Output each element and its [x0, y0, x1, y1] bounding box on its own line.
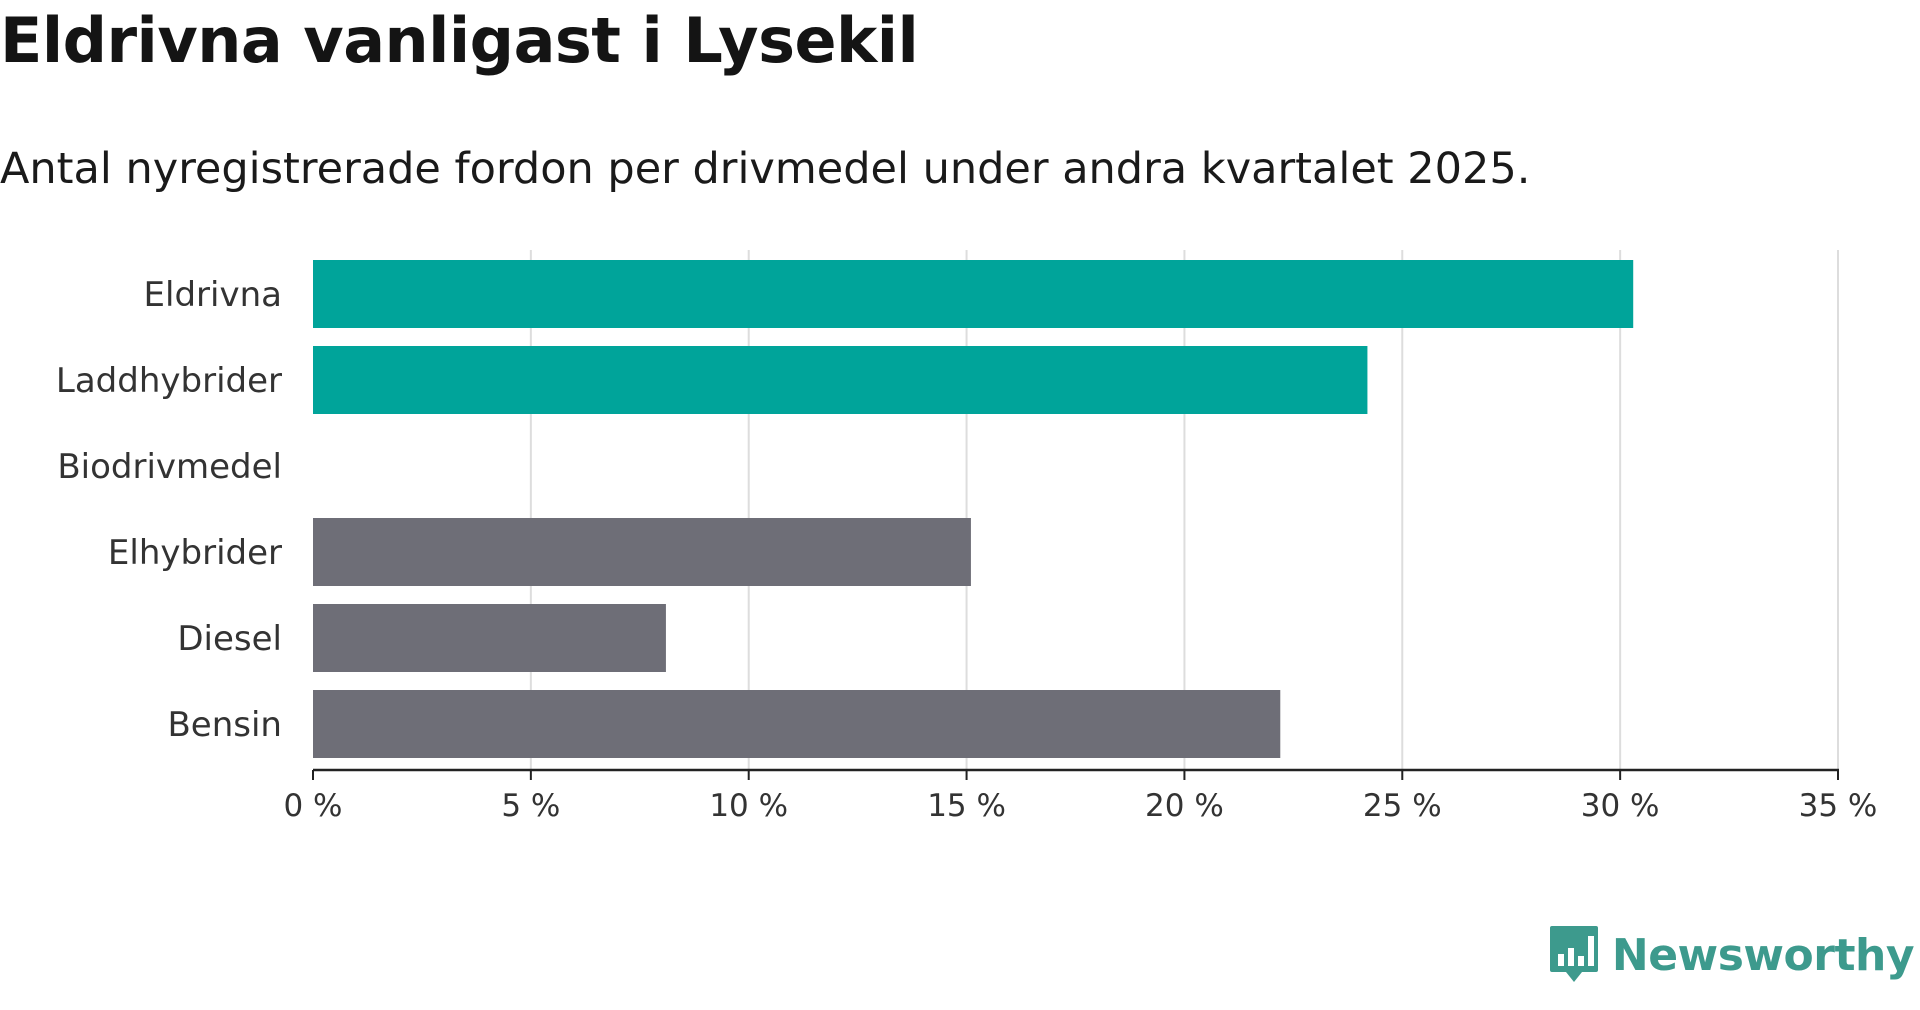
category-label: Biodrivmedel: [57, 447, 282, 487]
x-tick-label: 30 %: [1581, 788, 1660, 824]
gridlines: [529, 250, 1839, 770]
bar-eldrivna: [313, 260, 1634, 328]
category-label: Laddhybrider: [56, 361, 282, 401]
category-labels: Eldrivna Laddhybrider Biodrivmedel Elhybrid…: [56, 275, 282, 745]
x-tick-label: 0 %: [283, 788, 342, 824]
brand-name: Newsworthy: [1611, 929, 1915, 981]
x-axis: 0 % 5 % 10 % 15 % 20 % 25 % 30 % 35 %: [283, 768, 1878, 824]
bars: [313, 260, 1634, 758]
bar-laddhybrider: [313, 346, 1368, 414]
x-tick-label: 5 %: [501, 788, 560, 824]
brand-logo: Newsworthy: [1548, 924, 1915, 986]
category-label: Elhybrider: [108, 533, 282, 573]
chart-subtitle: Antal nyregistrerade fordon per drivmede…: [0, 144, 1531, 194]
newsworthy-logo-icon: [1548, 924, 1600, 986]
category-label: Bensin: [167, 705, 282, 745]
x-tick-label: 15 %: [927, 788, 1006, 824]
bar-diesel: [313, 604, 666, 672]
category-label: Eldrivna: [144, 275, 282, 315]
x-tick-label: 10 %: [709, 788, 788, 824]
x-tick-label: 25 %: [1363, 788, 1442, 824]
bar-bensin: [313, 690, 1281, 758]
chart-title: Eldrivna vanligast i Lysekil: [0, 4, 919, 77]
category-label: Diesel: [177, 619, 282, 659]
x-tick-label: 35 %: [1799, 788, 1878, 824]
bar-elhybrider: [313, 518, 971, 586]
x-tick-label: 20 %: [1145, 788, 1224, 824]
